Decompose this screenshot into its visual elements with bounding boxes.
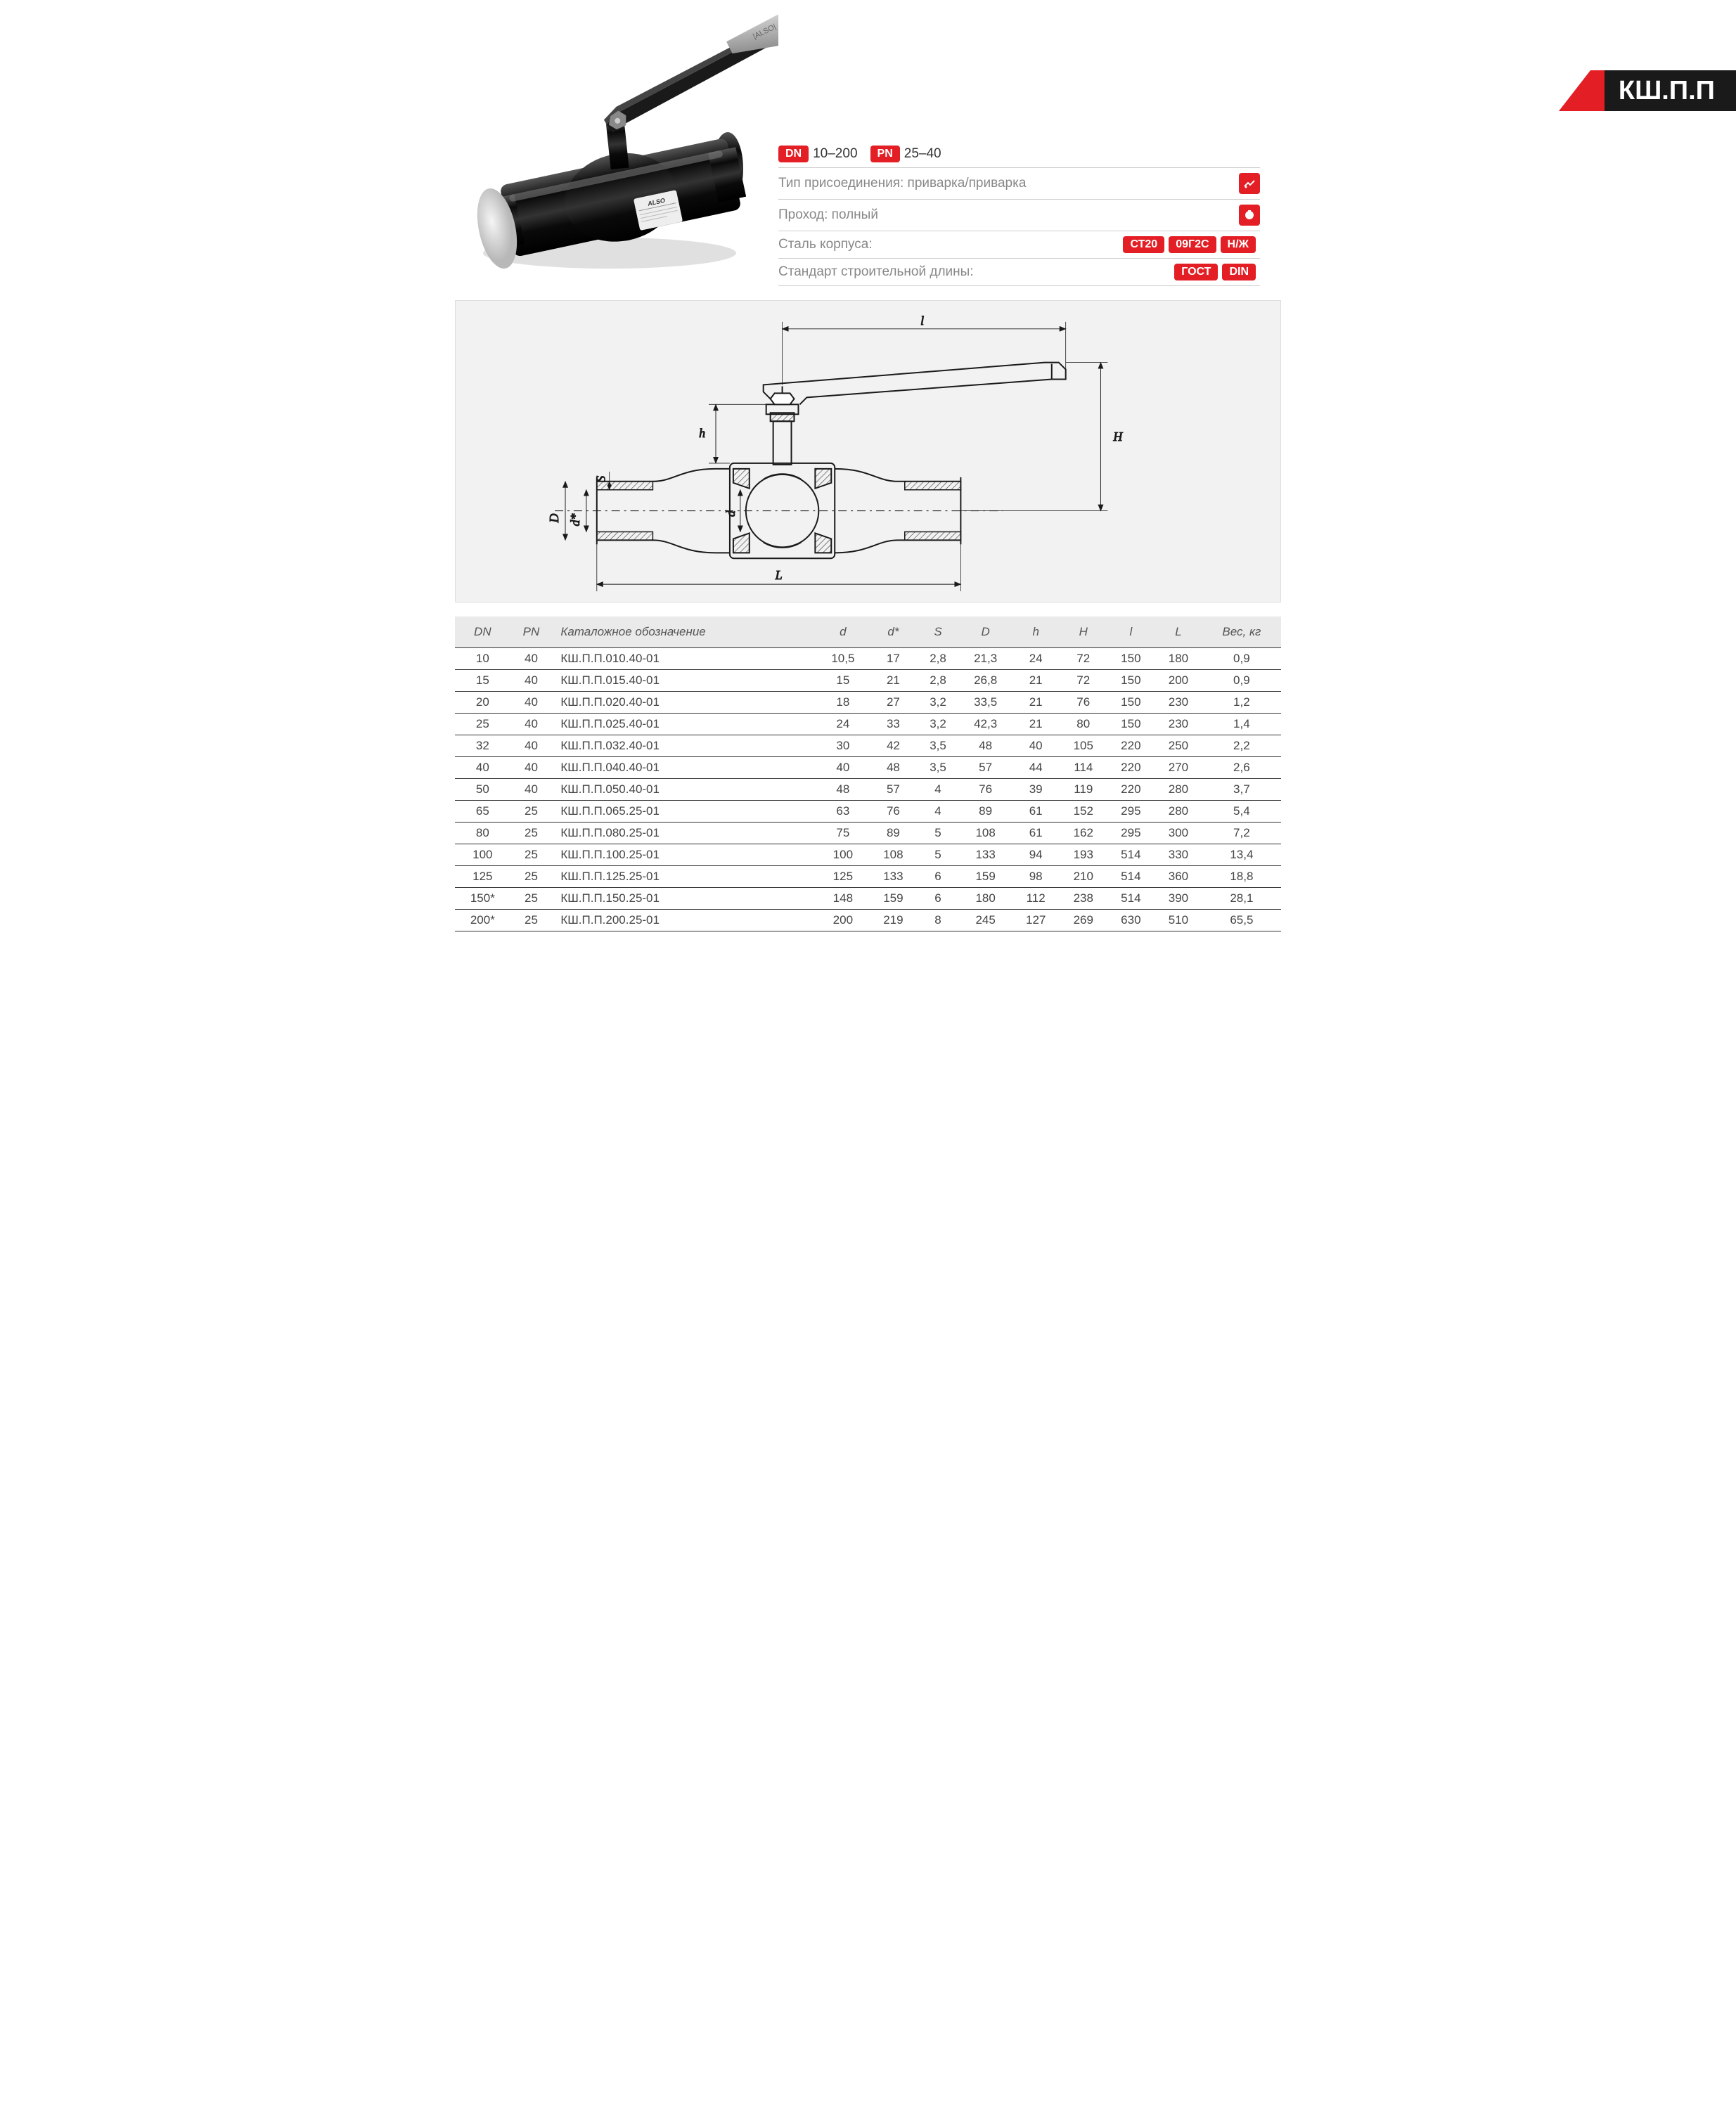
svg-text:d*: d* xyxy=(568,514,582,527)
table-row: 1540КШ.П.П.015.40-0115212,826,8217215020… xyxy=(455,670,1281,692)
svg-text:l: l xyxy=(920,314,924,328)
svg-text:S: S xyxy=(594,476,608,482)
table-col-7: h xyxy=(1012,617,1060,648)
spec-row-steel: Сталь корпуса: СТ20 09Г2С Н/Ж xyxy=(778,231,1260,259)
spec-row-conn: Тип присоединения: приварка/приварка xyxy=(778,168,1260,200)
spec-row-length: Стандарт строительной длины: ГОСТ DIN xyxy=(778,259,1260,286)
len-badge-1: DIN xyxy=(1222,264,1256,280)
top-section: ALSO |ALSO| DN xyxy=(434,0,1302,293)
product-render: ALSO |ALSO| xyxy=(455,14,778,281)
table-row: 8025КШ.П.П.080.25-0175895108611622953007… xyxy=(455,823,1281,844)
table-row: 10025КШ.П.П.100.25-011001085133941935143… xyxy=(455,844,1281,866)
svg-text:d: d xyxy=(724,510,738,517)
technical-diagram: l H h L D d* S xyxy=(455,300,1281,602)
spec-row-dn-pn: DN 10–200 PN 25–40 xyxy=(778,141,1260,168)
table-row: 200*25КШ.П.П.200.25-01200219824512726963… xyxy=(455,910,1281,931)
table-row: 2540КШ.П.П.025.40-0124333,242,3218015023… xyxy=(455,714,1281,735)
svg-text:H: H xyxy=(1112,430,1123,444)
spec-row-passage: Проход: полный xyxy=(778,200,1260,231)
spec-table: DNPNКаталожное обозначениеdd*SDhHlLВес, … xyxy=(455,617,1281,931)
title-banner: КШ.П.П xyxy=(1559,70,1736,111)
weld-icon xyxy=(1239,173,1260,194)
steel-badge-1: 09Г2С xyxy=(1169,236,1216,253)
svg-text:D: D xyxy=(547,514,561,524)
valve-render-svg: ALSO |ALSO| xyxy=(455,14,778,281)
len-badge-0: ГОСТ xyxy=(1174,264,1218,280)
table-row: 150*25КШ.П.П.150.25-01148159618011223851… xyxy=(455,888,1281,910)
pn-value: 25–40 xyxy=(904,146,941,162)
table-row: 1040КШ.П.П.010.40-0110,5172,821,32472150… xyxy=(455,648,1281,670)
table-col-11: Вес, кг xyxy=(1202,617,1281,648)
table-row: 12525КШ.П.П.125.25-011251336159982105143… xyxy=(455,866,1281,888)
table-col-3: d xyxy=(816,617,870,648)
table-col-6: D xyxy=(959,617,1012,648)
table-col-8: H xyxy=(1060,617,1107,648)
steel-badge-0: СТ20 xyxy=(1123,236,1164,253)
table-header-row: DNPNКаталожное обозначениеdd*SDhHlLВес, … xyxy=(455,617,1281,648)
fullbore-icon xyxy=(1239,205,1260,226)
table-col-5: S xyxy=(917,617,959,648)
table-row: 6525КШ.П.П.065.25-016376489611522952805,… xyxy=(455,801,1281,823)
svg-text:L: L xyxy=(775,568,783,582)
table-row: 4040КШ.П.П.040.40-0140483,55744114220270… xyxy=(455,757,1281,779)
product-title: КШ.П.П xyxy=(1605,70,1736,111)
pn-badge: PN xyxy=(870,146,900,162)
svg-text:h: h xyxy=(699,426,705,440)
table-col-1: PN xyxy=(510,617,553,648)
diagram-svg: l H h L D d* S xyxy=(456,301,1280,602)
table-col-4: d* xyxy=(870,617,918,648)
table-row: 2040КШ.П.П.020.40-0118273,233,5217615023… xyxy=(455,692,1281,714)
table-col-9: l xyxy=(1107,617,1155,648)
dn-badge: DN xyxy=(778,146,809,162)
dn-value: 10–200 xyxy=(813,146,857,162)
info-panel: DN 10–200 PN 25–40 Тип присоединения: пр… xyxy=(778,14,1281,286)
table-col-2: Каталожное обозначение xyxy=(552,617,816,648)
table-col-0: DN xyxy=(455,617,510,648)
table-col-10: L xyxy=(1155,617,1202,648)
steel-badge-2: Н/Ж xyxy=(1221,236,1256,253)
table-row: 3240КШ.П.П.032.40-0130423,54840105220250… xyxy=(455,735,1281,757)
table-body: 1040КШ.П.П.010.40-0110,5172,821,32472150… xyxy=(455,648,1281,931)
table-row: 5040КШ.П.П.050.40-014857476391192202803,… xyxy=(455,779,1281,801)
